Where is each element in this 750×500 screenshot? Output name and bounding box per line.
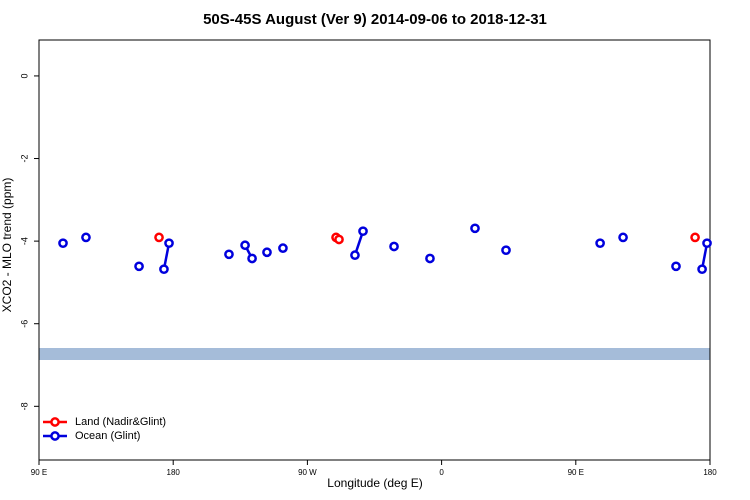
point bbox=[618, 232, 628, 243]
plot-frame bbox=[38, 39, 711, 461]
point bbox=[702, 238, 712, 249]
x-axis-label: Longitude (deg E) bbox=[327, 476, 422, 490]
x-tick-label: 90 W bbox=[298, 468, 317, 477]
legend-marker bbox=[50, 417, 60, 427]
point bbox=[595, 238, 605, 249]
y-tick-label: -8 bbox=[19, 402, 29, 410]
point bbox=[358, 226, 368, 237]
y-tick-label: 0 bbox=[19, 73, 29, 78]
chart-title: 50S-45S August (Ver 9) 2014-09-06 to 201… bbox=[203, 11, 547, 28]
point bbox=[671, 261, 681, 272]
point bbox=[334, 234, 344, 245]
legend-marker bbox=[50, 431, 60, 441]
y-tick-label: -2 bbox=[19, 155, 29, 163]
point bbox=[81, 232, 91, 243]
x-tick-label: 180 bbox=[167, 468, 181, 477]
x-tick-label: 90 E bbox=[568, 468, 584, 477]
point bbox=[470, 223, 480, 234]
point bbox=[58, 238, 68, 249]
point bbox=[350, 250, 360, 261]
legend-label: Land (Nadir&Glint) bbox=[75, 416, 166, 428]
point bbox=[240, 240, 250, 251]
point bbox=[164, 238, 174, 249]
point bbox=[425, 253, 435, 264]
point bbox=[697, 264, 707, 275]
point bbox=[262, 247, 272, 258]
point bbox=[278, 243, 288, 253]
point bbox=[134, 261, 144, 272]
x-tick-label: 180 bbox=[703, 468, 717, 477]
point bbox=[690, 232, 700, 243]
legend-label: Ocean (Glint) bbox=[75, 430, 140, 442]
point bbox=[159, 264, 169, 275]
y-axis-label: XCO2 - MLO trend (ppm) bbox=[0, 178, 14, 313]
point bbox=[154, 232, 164, 243]
point bbox=[224, 249, 234, 260]
point bbox=[247, 253, 257, 264]
x-tick-label: 90 E bbox=[31, 468, 47, 477]
point bbox=[501, 245, 511, 256]
point bbox=[389, 241, 399, 252]
band bbox=[39, 348, 710, 360]
x-tick-label: 0 bbox=[439, 468, 444, 477]
y-tick-label: -4 bbox=[19, 237, 29, 245]
y-tick-label: -6 bbox=[19, 320, 29, 328]
